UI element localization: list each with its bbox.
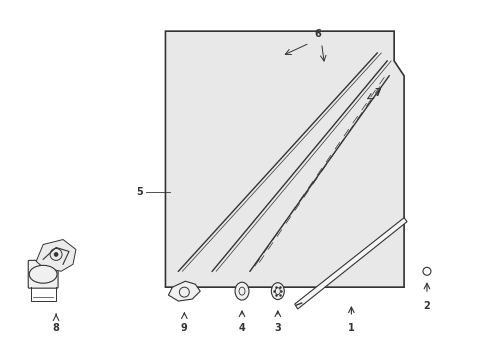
Text: 3: 3 xyxy=(274,323,281,333)
Polygon shape xyxy=(168,281,200,301)
Ellipse shape xyxy=(235,282,248,300)
Text: 9: 9 xyxy=(181,323,187,333)
Polygon shape xyxy=(165,31,403,287)
Text: 7: 7 xyxy=(373,88,380,98)
Text: 8: 8 xyxy=(53,323,60,333)
Text: 1: 1 xyxy=(347,323,354,333)
Text: 2: 2 xyxy=(423,301,429,311)
Circle shape xyxy=(54,252,58,256)
Polygon shape xyxy=(36,239,76,271)
FancyBboxPatch shape xyxy=(28,260,58,288)
Ellipse shape xyxy=(271,283,284,300)
Text: 4: 4 xyxy=(238,323,245,333)
Text: 6: 6 xyxy=(314,29,320,39)
Text: 5: 5 xyxy=(136,187,142,197)
Polygon shape xyxy=(294,218,406,309)
Ellipse shape xyxy=(29,265,57,283)
